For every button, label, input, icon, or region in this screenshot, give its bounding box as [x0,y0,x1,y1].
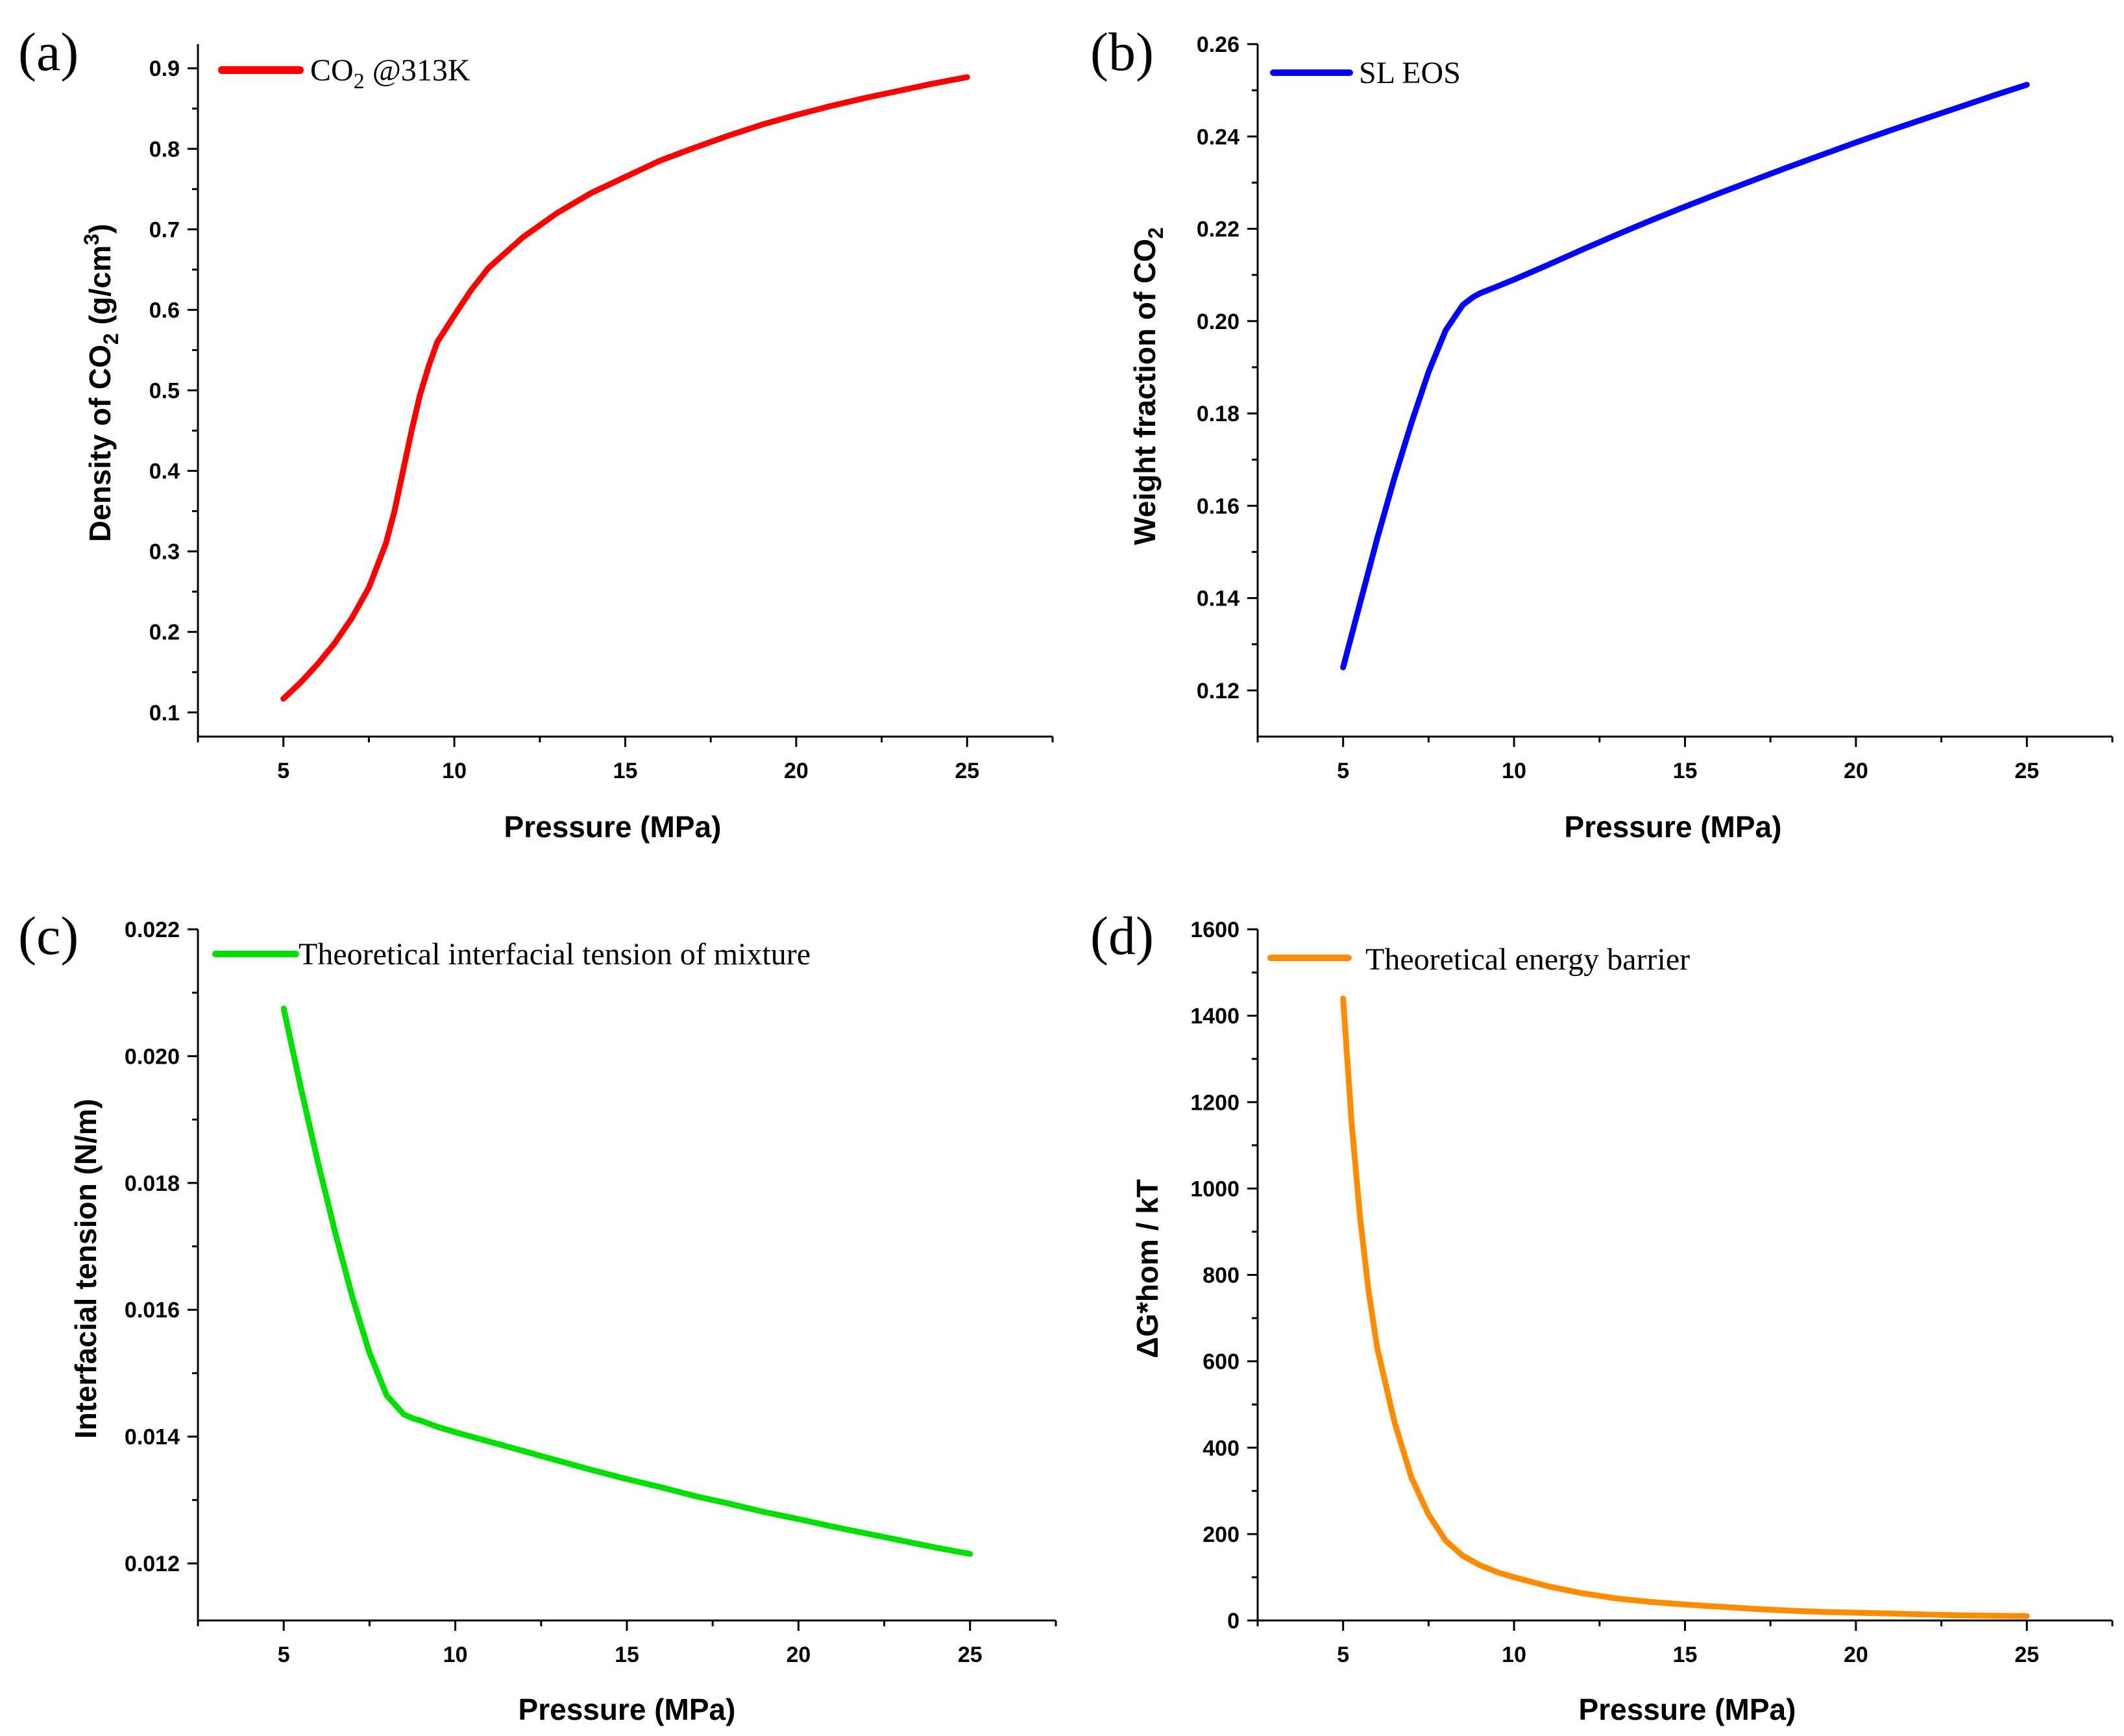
y-tick-label-c: 0.014 [125,1425,180,1450]
y-tick-label-d: 0 [1227,1609,1239,1633]
y-tick-label-a: 0.5 [149,379,180,404]
x-tick-label-a: 5 [277,759,289,783]
series-line-b [1340,82,2030,670]
legend-a: CO2 @313K [218,53,470,93]
axes-a: 5 10 15 20 25 0.1 0.2 0.3 0.4 0.5 0.6 0.7 0.8 0.9 [149,44,1054,783]
series-layer-a [280,74,970,702]
y-tick-label-c: 0.022 [125,918,180,942]
y-axis-title-a: Density of CO2 (g/cm3) [80,224,123,543]
y-tick-label-a: 0.8 [149,137,180,162]
x-tick-label-c: 20 [786,1643,811,1667]
legend-label-a: CO2 @313K [310,53,470,93]
y-tick-label-a: 0.1 [149,701,180,726]
panel-c-interfacial-tension-chart: (c) 5 10 15 20 25 0.012 0.014 0.016 0.018 0.020 0.… [18,906,1057,1726]
legend-label-d: Theoretical energy barrier [1365,942,1690,977]
x-tick-label-d: 5 [1337,1643,1349,1667]
x-axis-title-c: Pressure (MPa) [519,1693,736,1726]
y-tick-label-b: 0.20 [1197,310,1239,334]
y-tick-label-d: 1200 [1190,1090,1239,1115]
y-tick-label-d: 1000 [1190,1177,1239,1201]
y-tick-label-d: 400 [1202,1436,1239,1461]
series-line-a [280,74,970,702]
series-line-c [280,1005,973,1557]
y-tick-label-d: 600 [1202,1350,1239,1375]
y-tick-label-b: 0.12 [1197,679,1239,703]
y-tick-label-a: 0.2 [149,620,180,645]
x-tick-label-c: 5 [278,1643,290,1667]
panel-label-c: (c) [18,906,79,966]
legend-label-b: SL EOS [1359,56,1461,90]
y-tick-label-a: 0.4 [149,459,180,484]
y-tick-label-d: 200 [1202,1522,1239,1547]
y-tick-label-b: 0.16 [1197,494,1239,519]
x-tick-label-d: 25 [2014,1643,2039,1667]
panel-a-density-chart: (a) 5 10 15 20 25 0.1 0.2 0.3 0.4 0.5 0.6 0.7 0.8 0.9… [18,22,1054,844]
y-tick-label-a: 0.3 [149,540,180,565]
panel-label-a: (a) [18,22,79,82]
y-axis-title-b: Weight fraction of CO2 [1128,227,1167,545]
x-tick-label-b: 15 [1673,759,1698,783]
axes-c: 5 10 15 20 25 0.012 0.014 0.016 0.018 0.020 0.022 [125,918,1057,1667]
y-tick-label-d: 1400 [1190,1004,1239,1029]
x-tick-label-c: 25 [958,1643,983,1667]
series-line-d [1340,996,2030,1619]
y-tick-label-d: 800 [1202,1264,1239,1288]
x-tick-label-d: 10 [1502,1643,1526,1667]
y-tick-label-c: 0.016 [125,1298,180,1323]
x-tick-label-a: 15 [613,759,638,783]
legend-label-c: Theoretical interfacial tension of mixtu… [299,937,811,972]
series-layer-b [1340,82,2030,670]
y-tick-label-b: 0.26 [1197,32,1239,57]
y-tick-label-a: 0.6 [149,298,180,323]
panel-d-energy-barrier-chart: (d) 5 10 15 20 25 0 200 400 600 800 1000 1200 1400 16… [1090,906,2114,1726]
panel-label-b: (b) [1090,22,1154,82]
series-layer-c [280,1005,973,1557]
x-tick-label-b: 5 [1337,759,1349,783]
y-tick-label-b: 0.22 [1197,217,1239,242]
x-tick-label-b: 20 [1844,759,1868,783]
y-tick-label-b: 0.18 [1197,402,1239,426]
x-axis-title-a: Pressure (MPa) [504,810,722,844]
x-tick-label-c: 10 [443,1643,468,1667]
y-tick-label-c: 0.018 [125,1171,180,1196]
y-tick-label-a: 0.9 [149,56,180,81]
x-tick-label-a: 20 [784,759,809,783]
y-axis-title-d: ΔG*hom / kT [1130,1179,1164,1358]
x-tick-label-b: 25 [2014,759,2039,783]
y-tick-label-d: 1600 [1190,918,1239,942]
x-axis-title-b: Pressure (MPa) [1565,810,1782,844]
x-tick-label-d: 15 [1673,1643,1698,1667]
panel-label-d: (d) [1090,906,1154,966]
legend-c: Theoretical interfacial tension of mixtu… [212,937,811,972]
axes-d: 5 10 15 20 25 0 200 400 600 800 1000 1200 1400 1600 [1190,918,2114,1667]
y-tick-label-c: 0.020 [125,1044,180,1069]
x-tick-label-c: 15 [615,1643,639,1667]
x-tick-label-a: 10 [442,759,467,783]
legend-b: SL EOS [1270,56,1461,90]
y-tick-label-c: 0.012 [125,1552,180,1576]
series-layer-d [1340,996,2030,1619]
legend-d: Theoretical energy barrier [1267,942,1690,977]
axes-b: 5 10 15 20 25 0.12 0.14 0.16 0.18 0.20 0.22 0.24 0.2… [1197,32,2114,783]
y-tick-label-b: 0.24 [1197,125,1239,149]
panel-b-weight-fraction-chart: (b) 5 10 15 20 25 0.12 0.14 0.16 0.18 0.20 0.22 0.2… [1090,22,2114,844]
x-tick-label-b: 10 [1502,759,1526,783]
x-tick-label-a: 25 [955,759,979,783]
y-axis-title-c: Interfacial tension (N/m) [69,1099,103,1439]
y-tick-label-a: 0.7 [149,217,180,242]
x-tick-label-d: 20 [1844,1643,1868,1667]
y-tick-label-b: 0.14 [1197,587,1239,611]
x-axis-title-d: Pressure (MPa) [1579,1693,1796,1726]
